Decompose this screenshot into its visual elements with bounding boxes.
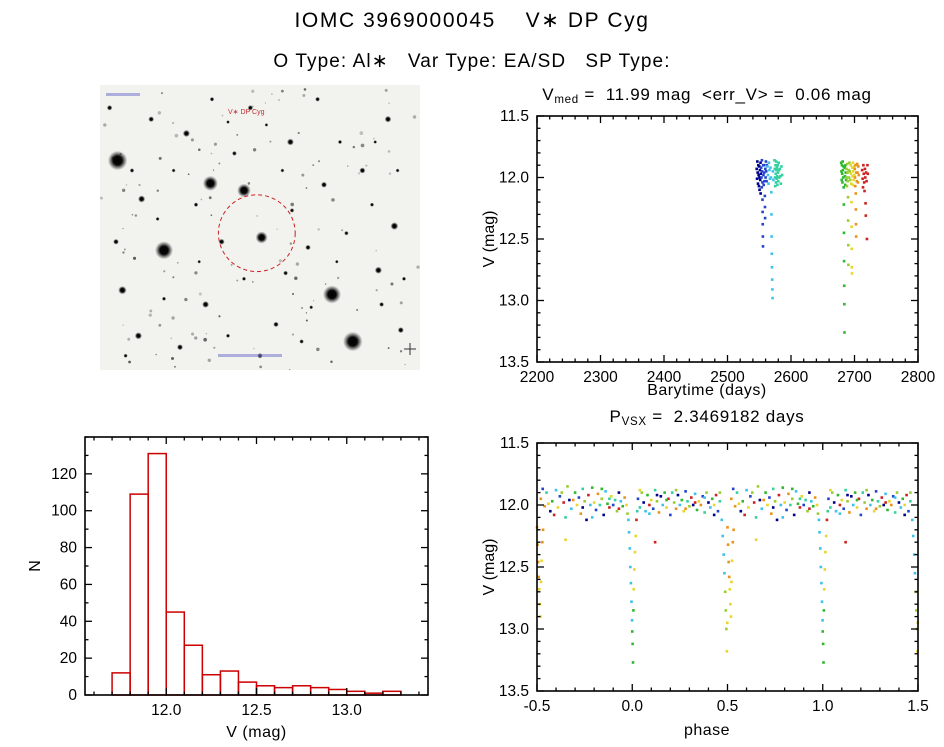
svg-text:2700: 2700 xyxy=(837,369,872,386)
vmed-symbol: V xyxy=(542,85,555,104)
lightcurve-title: Vmed = 11.99 mag <err_V> = 0.06 mag xyxy=(470,85,944,106)
svg-text:13.0: 13.0 xyxy=(499,621,530,638)
svg-text:40: 40 xyxy=(60,613,78,630)
finder-annotation-topleft xyxy=(106,93,140,96)
phase-x-axis-label: phase xyxy=(683,722,731,739)
page-title: IOMC 3969000045 V∗ DP Cyg xyxy=(294,9,650,32)
svg-text:12.0: 12.0 xyxy=(499,170,530,187)
svg-text:13.5: 13.5 xyxy=(499,354,529,371)
period-symbol: P xyxy=(609,407,622,426)
magnitude-histogram-plot: 12.0 12.5 13.0 0 20 40 60 80 100 120 xyxy=(51,436,429,719)
v-histogram-axes: 12.0 12.5 13.0 0 20 40 60 80 100 120 xyxy=(51,436,429,719)
faint-stars xyxy=(100,88,420,370)
svg-text:2500: 2500 xyxy=(710,369,745,386)
svg-text:80: 80 xyxy=(60,540,78,557)
svg-text:2400: 2400 xyxy=(647,369,682,386)
svg-text:120: 120 xyxy=(51,466,77,483)
finder-background xyxy=(100,85,420,370)
finder-target-label: V∗ DP Cyg xyxy=(228,109,265,116)
svg-text:0.5: 0.5 xyxy=(717,698,739,715)
lightcurve-y-axis-label: V (mag) xyxy=(481,210,498,268)
period-value-text: = 2.3469182 days xyxy=(646,407,805,426)
svg-text:2300: 2300 xyxy=(583,369,618,386)
svg-text:12.0: 12.0 xyxy=(151,702,182,719)
barytime-lightcurve-axes: 2200 2300 2400 2500 2600 2700 2800 11.5 12.0 12.5… xyxy=(499,108,936,386)
svg-text:-0.5: -0.5 xyxy=(524,698,551,715)
barytime-lightcurve-plot: 2200 2300 2400 2500 2600 2700 2800 11.5 12.0 12.5… xyxy=(499,108,936,386)
page-subtitle: O Type: Al∗ Var Type: EA/SD SP Type: xyxy=(273,51,671,72)
phase-lightcurve-points xyxy=(535,485,920,664)
svg-text:1.5: 1.5 xyxy=(907,698,929,715)
finder-scale-mark xyxy=(404,343,416,355)
svg-text:11.5: 11.5 xyxy=(500,435,529,452)
svg-text:13.5: 13.5 xyxy=(499,683,529,700)
svg-text:12.5: 12.5 xyxy=(499,559,529,576)
svg-text:100: 100 xyxy=(51,503,77,520)
phase-lightcurve-axes: -0.5 0.0 0.5 1.0 1.5 11.5 12.0 12.5 13.0 13.5 xyxy=(499,435,929,715)
phase-title: PVSX = 2.3469182 days xyxy=(470,407,944,428)
svg-text:2800: 2800 xyxy=(901,369,936,386)
svg-text:13.0: 13.0 xyxy=(332,702,363,719)
v-histogram-points xyxy=(111,452,402,696)
phase-y-axis-label: V (mag) xyxy=(481,538,498,596)
svg-text:11.5: 11.5 xyxy=(500,108,529,125)
svg-text:2600: 2600 xyxy=(774,369,809,386)
vmed-value-text: = 11.99 mag <err_V> = 0.06 mag xyxy=(578,85,872,104)
histogram-x-axis-label: V (mag) xyxy=(226,724,287,741)
period-subscript: VSX xyxy=(621,416,647,429)
histogram-y-axis-label: N xyxy=(27,560,44,572)
finder-annotation-bottom xyxy=(218,354,282,357)
svg-text:60: 60 xyxy=(60,576,78,593)
svg-text:12.0: 12.0 xyxy=(499,497,530,514)
svg-text:12.5: 12.5 xyxy=(499,231,529,248)
lightcurve-x-axis-label: Barytime (days) xyxy=(647,382,767,399)
svg-text:0.0: 0.0 xyxy=(621,698,643,715)
finder-chart-image xyxy=(100,85,420,370)
barytime-lightcurve-points xyxy=(755,158,870,334)
vmed-subscript: med xyxy=(554,94,579,107)
svg-text:1.0: 1.0 xyxy=(812,698,834,715)
target-marker-circle xyxy=(217,194,296,273)
svg-text:12.5: 12.5 xyxy=(241,702,271,719)
svg-text:20: 20 xyxy=(60,650,78,667)
svg-text:13.0: 13.0 xyxy=(499,293,530,310)
svg-text:2200: 2200 xyxy=(520,369,555,386)
phase-lightcurve-plot: -0.5 0.0 0.5 1.0 1.5 11.5 12.0 12.5 13.0 13.5 xyxy=(499,435,929,715)
svg-text:0: 0 xyxy=(68,687,77,704)
